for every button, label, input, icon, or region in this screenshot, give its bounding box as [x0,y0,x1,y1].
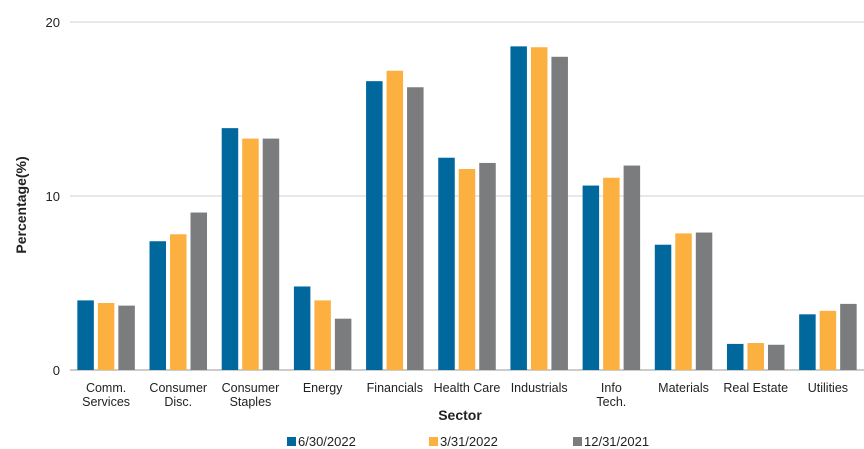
bar [438,157,455,370]
bar [314,300,331,370]
bar [149,241,167,370]
legend-swatch [573,437,582,446]
x-tick-label: Consumer [222,381,280,395]
x-tick-label: Energy [303,381,343,395]
y-tick-label: 0 [53,363,60,378]
bar [510,46,527,371]
bar [695,232,713,370]
y-axis-title: Percentage(%) [13,156,29,253]
bar [334,318,352,370]
bar [819,310,837,370]
bar [654,244,672,370]
bar [366,81,383,370]
bar [840,303,857,370]
x-tick-label: Health Care [434,381,501,395]
bar [221,128,239,370]
bar [386,70,404,370]
y-tick-label: 10 [46,189,60,204]
x-tick-label: Disc. [164,395,192,409]
bar [262,138,280,370]
bar [77,300,94,370]
x-axis-category-labels: Comm.ServicesConsumerDisc.ConsumerStaple… [82,381,848,409]
x-tick-label: Real Estate [723,381,788,395]
x-tick-label: Financials [367,381,423,395]
legend: 6/30/2022 3/31/2022 12/31/2021 [287,434,649,449]
bar [242,138,259,370]
bar [603,177,620,370]
bar [582,185,600,370]
legend-swatch [429,437,438,446]
bar [623,165,641,370]
bar [747,343,764,370]
bar [479,162,496,370]
bars [77,46,857,371]
bar [767,344,785,370]
x-tick-label: Staples [230,395,272,409]
x-tick-label: Info [601,381,622,395]
bar [293,286,311,370]
legend-label: 3/31/2022 [440,434,498,449]
bar [726,343,744,370]
bar [458,169,476,370]
bar [675,233,692,370]
x-tick-label: Services [82,395,130,409]
x-axis-title: Sector [438,407,482,423]
y-tick-label: 20 [46,15,60,30]
bar [190,212,208,370]
x-tick-label: Industrials [511,381,568,395]
bar [530,47,548,370]
x-tick-label: Comm. [86,381,126,395]
legend-label: 6/30/2022 [298,434,356,449]
bar [551,56,568,371]
x-tick-label: Utilities [808,381,848,395]
bar [407,87,424,370]
legend-swatch [287,437,296,446]
bar [118,305,135,370]
bar [97,303,115,370]
x-tick-label: Tech. [596,395,626,409]
legend-label: 12/31/2021 [584,434,649,449]
bar [799,314,816,370]
y-axis-ticks: 0 10 20 [46,15,60,378]
x-tick-label: Consumer [149,381,207,395]
bar [170,234,187,370]
x-tick-label: Materials [658,381,709,395]
